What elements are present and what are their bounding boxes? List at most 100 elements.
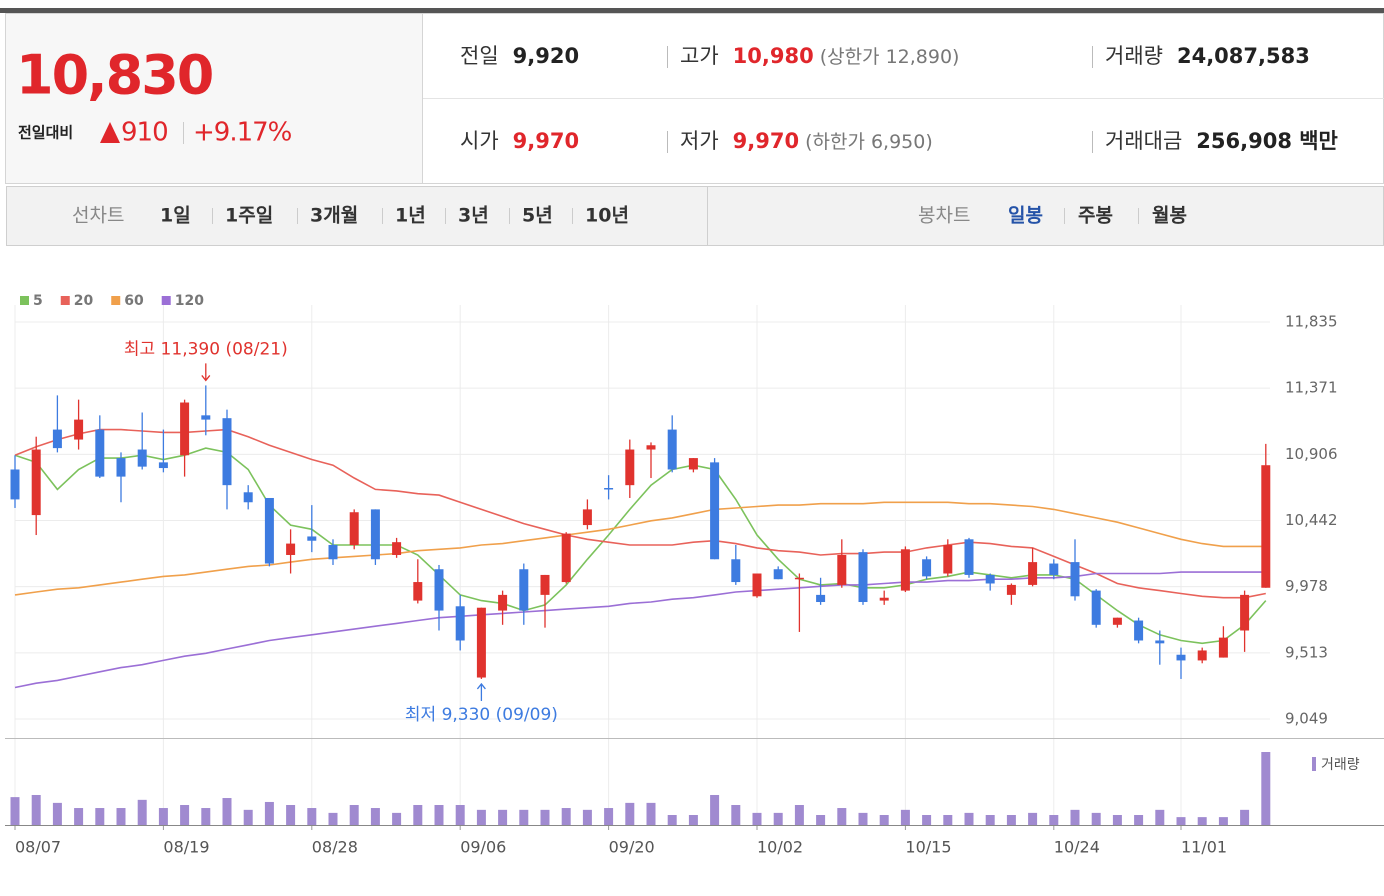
nav-period[interactable]: 월봉 [1152,205,1187,227]
volume-bar [604,808,614,825]
legend-swatch [161,296,171,305]
info-value: 9,970 [513,129,579,153]
nav-period[interactable]: 5년 [522,205,553,227]
candle-body [264,497,274,564]
arrow [476,682,486,701]
volume-bar [455,804,465,825]
volume-bar [943,814,953,825]
volume-bar [964,812,974,825]
volume-bar [52,802,62,825]
nav-period[interactable]: 주봉 [1078,205,1113,227]
y-tick-label: 9,978 [1285,577,1328,595]
candle-body [158,462,168,469]
volume-bar [858,812,868,825]
nav-period[interactable]: 1일 [160,205,191,227]
candle-body [31,449,41,516]
candle-body [180,402,190,456]
legend-swatch [111,296,121,305]
volume-bar [158,808,168,825]
nav-label: 선차트 [72,205,124,227]
nav-period[interactable]: 10년 [585,205,629,227]
info-label: 거래대금 [1105,129,1182,153]
volume-bar [286,804,296,825]
y-tick-label: 10,442 [1285,511,1338,529]
info-value: 24,087,583 [1177,44,1310,68]
volume-bar [349,804,359,825]
candle-body [1112,617,1122,625]
candle-body [370,509,380,560]
volume-bar [74,808,84,825]
volume-bar [879,814,889,825]
info-note: (하한가 6,950) [805,131,933,153]
top-border [0,8,1384,13]
volume-bar [1218,817,1228,825]
info-item: 거래대금 256,908 백만 [1105,129,1338,153]
candle-body [1070,562,1080,597]
moving-average [14,501,1266,596]
nav-period[interactable]: 3년 [458,205,489,227]
candle-body [1218,637,1228,658]
nav-period[interactable]: 3개월 [310,205,358,227]
volume-bar [1134,814,1144,825]
volume-bar [498,809,508,825]
candle-body [243,492,253,503]
volume-bar [519,809,529,825]
candle-body [201,415,211,420]
candle-body [816,594,826,603]
volume-bar [370,808,380,825]
nav-period[interactable]: 1년 [395,205,426,227]
candle-body [688,458,698,470]
volume-bar [900,809,910,825]
candle-body [943,545,953,574]
candle-body [858,552,868,603]
y-tick-label: 10,906 [1285,445,1338,463]
volume-bar [413,804,423,825]
candle-body [10,469,20,500]
volume-bar [646,802,656,825]
info-label: 전일 [460,44,499,68]
candle-body [1261,465,1271,588]
volume-bar [773,812,783,825]
candle-body [582,509,592,526]
volume-bar [922,814,932,825]
candle-body [752,573,762,597]
candle-body [434,569,444,611]
candle-body [604,488,614,490]
current-price: 10,830 [16,44,212,107]
candle-body [625,449,635,486]
candle-body [922,559,932,577]
candle-body [222,418,232,486]
volume-bar [816,814,826,825]
candle-body [900,549,910,591]
candle-body [413,582,423,601]
volume-bar [31,794,41,825]
volume-bar [328,812,338,825]
candle-body [1049,563,1059,575]
candle-body [476,607,486,678]
nav-period[interactable]: 1주일 [225,205,273,227]
candle-body [1006,584,1016,595]
candle-body [1176,654,1186,661]
candle-body [1240,594,1250,631]
candle-body [540,574,550,595]
info-item: 거래량 24,087,583 [1105,44,1310,68]
x-tick-label: 09/20 [609,838,655,857]
x-tick-label: 09/06 [460,838,506,857]
nav-bar [6,186,1384,246]
nav-period[interactable]: 일봉 [1008,205,1043,227]
volume-bar [1261,752,1271,825]
volume-bar [1049,814,1059,825]
x-tick-label: 08/19 [163,838,209,857]
volume-bar [794,804,804,825]
info-item: 저가 9,970 (하한가 6,950) [680,129,933,153]
candle-body [455,606,465,641]
volume-bar [392,812,402,825]
info-value: 256,908 백만 [1196,129,1338,153]
volume-bar [1155,809,1165,825]
candle-body [773,569,783,580]
x-tick-label: 08/07 [15,838,61,857]
volume-bar [1197,817,1207,825]
change-rate: +9.17% [193,118,292,148]
x-tick-label: 08/28 [312,838,358,857]
candle-body [731,559,741,583]
